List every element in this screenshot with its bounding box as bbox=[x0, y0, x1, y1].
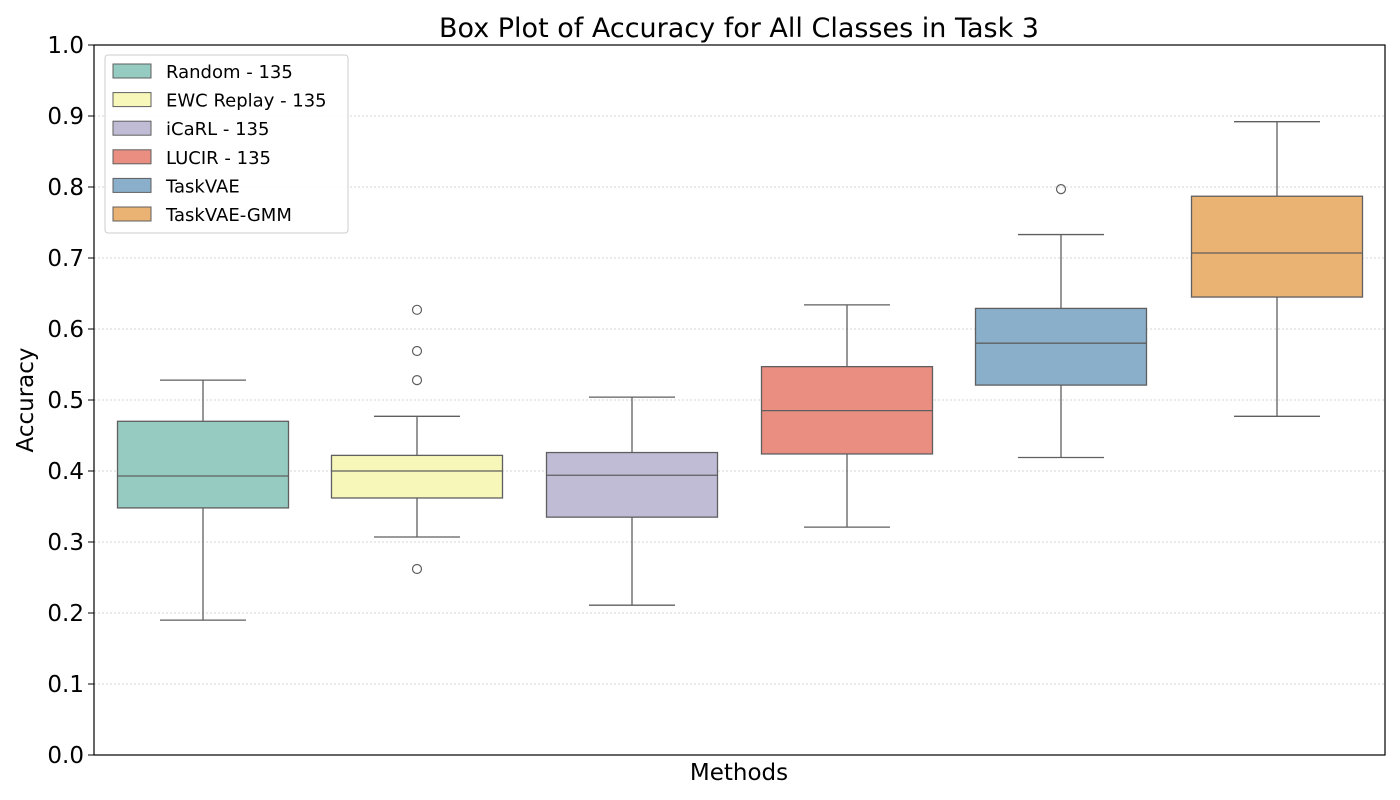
legend-label: EWC Replay - 135 bbox=[166, 91, 327, 112]
box-iqr bbox=[974, 307, 1148, 386]
box-iqr bbox=[1190, 195, 1364, 298]
outlier-point bbox=[411, 345, 423, 357]
box-iqr bbox=[545, 451, 719, 518]
y-axis-label: Accuracy bbox=[13, 347, 39, 452]
y-tick-label: 0.9 bbox=[47, 104, 84, 130]
y-tick-label: 0.3 bbox=[47, 530, 84, 556]
outlier-point bbox=[411, 563, 423, 575]
legend-swatch bbox=[112, 92, 152, 108]
outlier-point bbox=[411, 304, 423, 315]
legend-swatch bbox=[112, 120, 152, 136]
y-tick-label: 0.5 bbox=[47, 388, 84, 414]
legend-label: iCaRL - 135 bbox=[166, 119, 269, 140]
x-axis-label: Methods bbox=[690, 760, 788, 786]
legend-item: LUCIR - 135 bbox=[112, 148, 271, 169]
legend-item: TaskVAE-GMM bbox=[112, 205, 292, 226]
plot-area bbox=[116, 121, 1364, 621]
legend-label: TaskVAE-GMM bbox=[165, 205, 292, 226]
y-tick-label: 0.1 bbox=[47, 672, 84, 698]
box-3 bbox=[545, 396, 719, 606]
legend-swatch bbox=[112, 206, 152, 222]
legend-label: Random - 135 bbox=[166, 62, 293, 83]
legend-item: Random - 135 bbox=[112, 62, 293, 83]
legend-item: EWC Replay - 135 bbox=[112, 91, 327, 112]
legend-item: iCaRL - 135 bbox=[112, 119, 269, 140]
box-2 bbox=[330, 304, 504, 575]
box-iqr bbox=[116, 420, 290, 509]
box-1 bbox=[116, 379, 290, 621]
legend-swatch bbox=[112, 177, 152, 193]
y-tick-label: 0.0 bbox=[47, 743, 84, 769]
legend-swatch bbox=[112, 63, 152, 79]
y-axis: 0.0 0.1 0.2 0.3 0.4 0.5 0.6 0.7 0.8 0.9 1.0 bbox=[47, 33, 94, 769]
legend-swatch bbox=[112, 149, 152, 165]
outlier-point bbox=[411, 375, 423, 386]
y-tick-label: 0.6 bbox=[47, 317, 84, 343]
outlier-point bbox=[1055, 184, 1067, 195]
box-iqr bbox=[330, 454, 504, 499]
box-4 bbox=[760, 304, 934, 528]
legend: Random - 135 EWC Replay - 135 iCaRL - 135 L… bbox=[104, 54, 349, 234]
chart-title: Box Plot of Accuracy for All Classes in … bbox=[439, 13, 1039, 44]
y-tick-label: 0.4 bbox=[47, 459, 84, 485]
legend-label: LUCIR - 135 bbox=[166, 148, 271, 169]
y-tick-label: 1.0 bbox=[47, 33, 84, 59]
y-tick-label: 0.8 bbox=[47, 175, 84, 201]
gridlines bbox=[94, 115, 1385, 685]
legend-label: TaskVAE bbox=[165, 176, 240, 197]
legend-item: TaskVAE bbox=[112, 176, 240, 197]
y-tick-label: 0.2 bbox=[47, 601, 84, 627]
y-tick-label: 0.7 bbox=[47, 246, 84, 272]
box-5 bbox=[974, 184, 1148, 459]
box-6 bbox=[1190, 121, 1364, 417]
legend-box bbox=[104, 54, 349, 234]
